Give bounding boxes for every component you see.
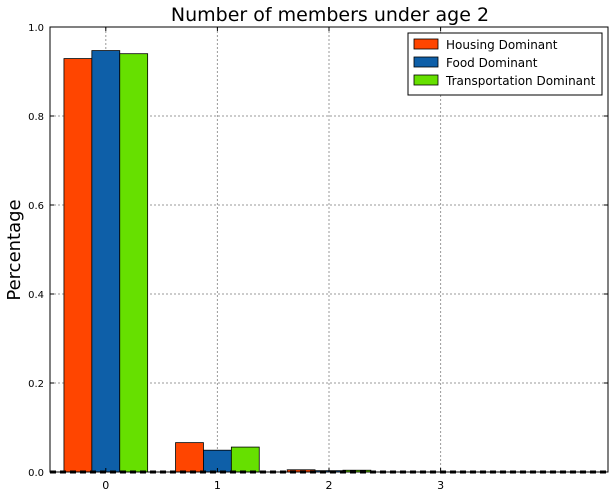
legend-label: Transportation Dominant [445, 74, 596, 88]
legend-swatch [413, 38, 439, 50]
axis-ticks: 0.0 0.2 0.4 0.6 0.8 1.0 0 1 2 3 [28, 23, 608, 492]
legend-label: Food Dominant [446, 56, 538, 70]
bar [91, 50, 121, 473]
bar [230, 446, 260, 473]
legend-swatch [413, 56, 439, 68]
legend-label: Housing Dominant [446, 38, 558, 52]
y-tick-label: 0.8 [28, 112, 44, 123]
x-tick-label: 0 [102, 479, 109, 492]
bar [175, 442, 204, 473]
x-tick-label: 2 [326, 479, 333, 492]
y-tick-label: 0.6 [28, 201, 44, 212]
x-tick-label: 3 [437, 479, 444, 492]
bar [63, 58, 93, 473]
y-tick-label: 0.4 [28, 290, 44, 301]
legend-box [407, 32, 603, 96]
bars [63, 50, 372, 473]
y-tick-label: 0.0 [28, 468, 44, 479]
legend-swatch [413, 74, 439, 86]
chart-title: Number of members under age 2 [171, 4, 489, 26]
y-tick-label: 1.0 [28, 23, 44, 34]
y-axis-label: Percentage [4, 199, 25, 300]
legend: Housing Dominant Food Dominant Transportat… [407, 32, 603, 96]
x-tick-label: 1 [214, 479, 221, 492]
bar [119, 53, 149, 473]
y-tick-label: 0.2 [28, 379, 44, 390]
